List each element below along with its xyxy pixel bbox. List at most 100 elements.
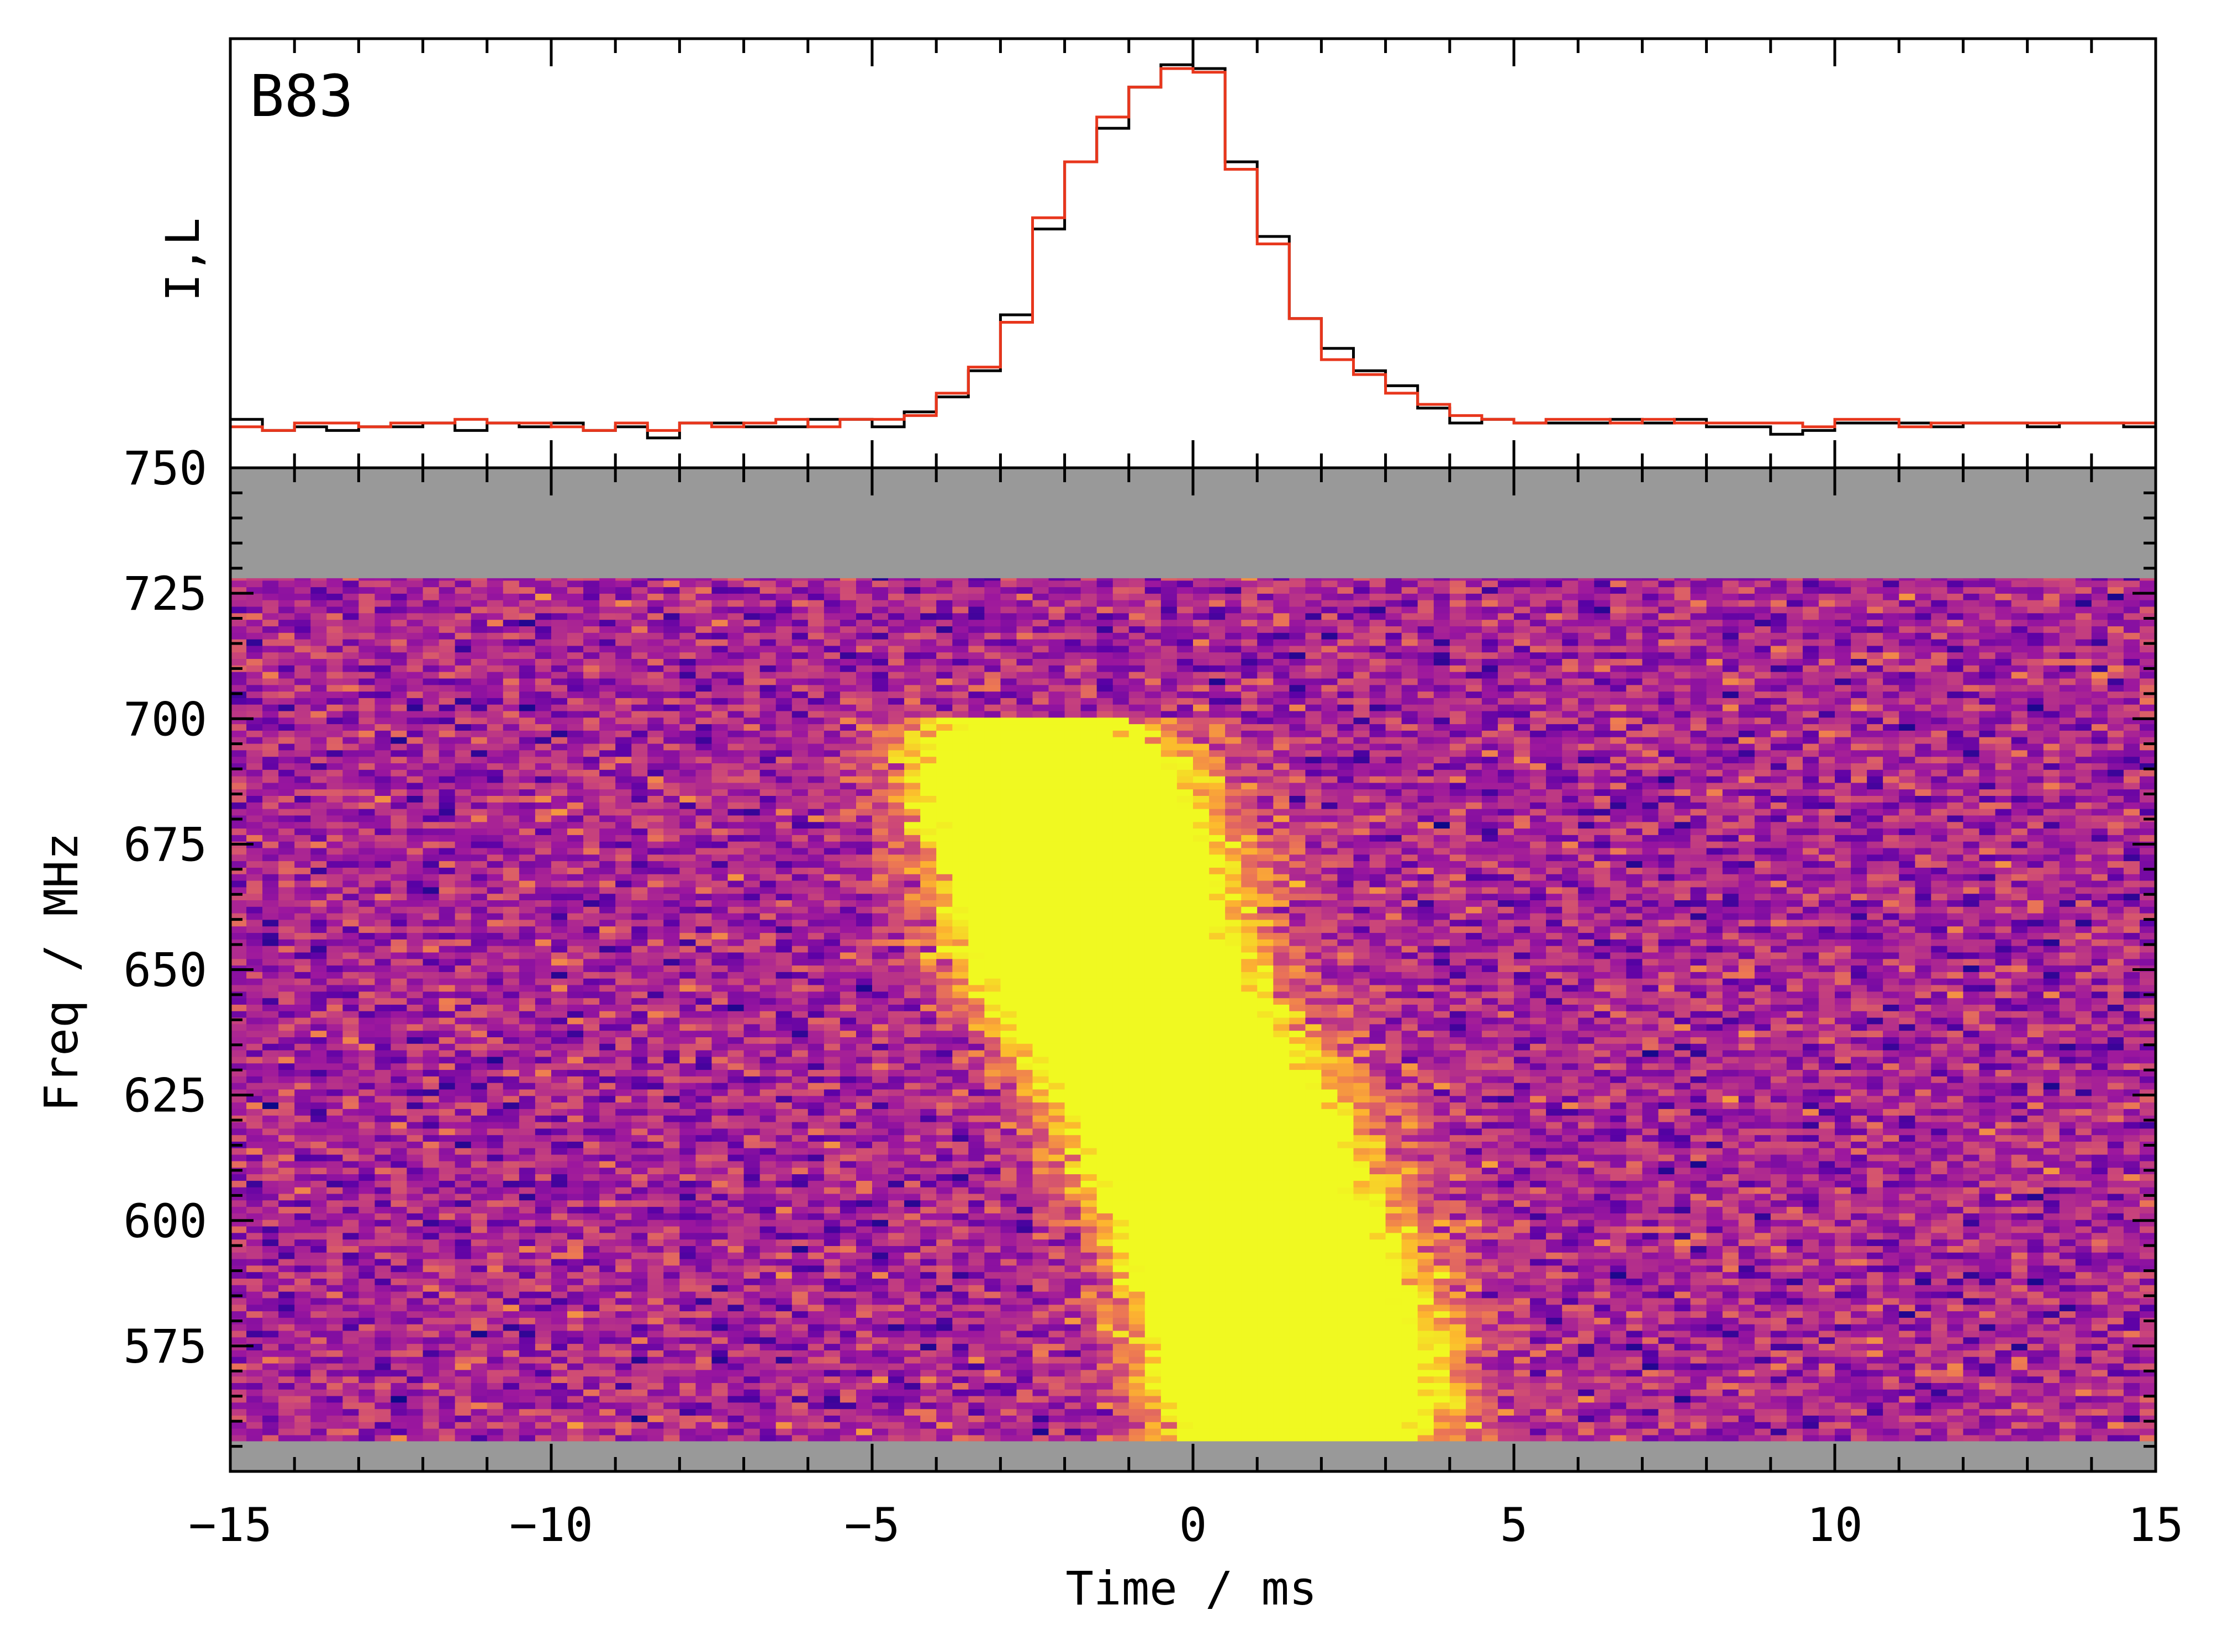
- heatmap-cell: [1867, 1369, 1883, 1377]
- heatmap-cell: [1481, 1317, 1498, 1324]
- heatmap-cell: [2091, 1337, 2108, 1344]
- heatmap-cell: [1048, 1252, 1065, 1259]
- heatmap-cell: [1979, 1239, 1996, 1246]
- heatmap-cell: [583, 1271, 600, 1279]
- heatmap-cell: [1289, 1271, 1306, 1279]
- heatmap-cell: [342, 1245, 360, 1253]
- heatmap-cell: [856, 1395, 873, 1403]
- heatmap-cell: [1449, 1239, 1466, 1246]
- heatmap-cell: [663, 1200, 680, 1207]
- heatmap-cell: [984, 1369, 1001, 1377]
- heatmap-cell: [840, 1317, 857, 1324]
- heatmap-cell: [262, 1311, 279, 1318]
- heatmap-cell: [1802, 1343, 1819, 1350]
- heatmap-cell: [1722, 1278, 1739, 1285]
- heatmap-cell: [230, 1422, 247, 1429]
- heatmap-cell: [1818, 1363, 1835, 1370]
- heatmap-cell: [1995, 1357, 2012, 1364]
- heatmap-cell: [1337, 1330, 1354, 1338]
- heatmap-cell: [1867, 1311, 1883, 1318]
- heatmap-cell: [1802, 1186, 1819, 1194]
- heatmap-cell: [1722, 1297, 1739, 1305]
- heatmap-cell: [647, 1304, 664, 1312]
- heatmap-cell: [1144, 1226, 1162, 1233]
- heatmap-cell: [1417, 1382, 1434, 1390]
- heatmap-cell: [567, 1258, 584, 1266]
- heatmap-cell: [1818, 1323, 1835, 1331]
- heatmap-cell: [326, 1239, 344, 1246]
- heatmap-cell: [1818, 1402, 1835, 1410]
- heatmap-cell: [503, 1265, 520, 1273]
- heatmap-cell: [567, 1265, 584, 1273]
- heatmap-cell: [1706, 1206, 1723, 1213]
- heatmap-cell: [920, 1186, 937, 1194]
- heatmap-cell: [1802, 1350, 1819, 1357]
- heatmap-cell: [503, 1428, 520, 1435]
- heatmap-cell: [1337, 1389, 1354, 1396]
- heatmap-cell: [2140, 1271, 2156, 1279]
- heatmap-cell: [1321, 1382, 1338, 1390]
- heatmap-cell: [2075, 1428, 2092, 1435]
- heatmap-cell: [1144, 1402, 1162, 1410]
- heatmap-cell: [968, 1193, 985, 1201]
- heatmap-cell: [711, 1323, 729, 1331]
- heatmap-cell: [230, 1180, 247, 1187]
- heatmap-cell: [503, 1415, 520, 1422]
- heatmap-cell: [326, 1265, 344, 1273]
- heatmap-cell: [1305, 1167, 1322, 1174]
- heatmap-cell: [647, 1219, 664, 1227]
- heatmap-cell: [439, 1232, 456, 1240]
- heatmap-cell: [230, 1311, 247, 1318]
- heatmap-cell: [2075, 1245, 2092, 1253]
- heatmap-cell: [695, 1389, 712, 1396]
- heatmap-cell: [294, 1232, 311, 1240]
- heatmap-cell: [1337, 1186, 1354, 1194]
- heatmap-cell: [968, 1297, 985, 1305]
- heatmap-cell: [695, 1323, 712, 1331]
- heatmap-cell: [1546, 1219, 1563, 1227]
- heatmap-cell: [1626, 1357, 1643, 1364]
- heatmap-cell: [423, 1415, 440, 1422]
- heatmap-cell: [631, 1239, 648, 1246]
- heatmap-cell: [743, 1337, 761, 1344]
- heatmap-cell: [615, 1330, 632, 1338]
- heatmap-cell: [1241, 1219, 1258, 1227]
- heatmap-cell: [1899, 1408, 1915, 1416]
- heatmap-cell: [1160, 1330, 1178, 1338]
- heatmap-cell: [615, 1206, 632, 1213]
- heatmap-cell: [1770, 1382, 1787, 1390]
- heatmap-cell: [1273, 1337, 1290, 1344]
- heatmap-cell: [872, 1186, 889, 1194]
- heatmap-cell: [1353, 1330, 1370, 1338]
- heatmap-cell: [952, 1343, 969, 1350]
- heatmap-cell: [374, 1337, 392, 1344]
- heatmap-cell: [1867, 1213, 1883, 1220]
- heatmap-cell: [2043, 1278, 2060, 1285]
- heatmap-cell: [984, 1337, 1001, 1344]
- heatmap-cell: [1594, 1323, 1611, 1331]
- heatmap-cell: [326, 1258, 344, 1266]
- heatmap-cell: [1481, 1213, 1498, 1220]
- heatmap-cell: [1594, 1291, 1611, 1299]
- heatmap-cell: [1257, 1428, 1274, 1435]
- heatmap-cell: [1835, 1291, 1851, 1299]
- heatmap-cell: [1578, 1174, 1595, 1181]
- heatmap-cell: [2027, 1285, 2044, 1292]
- heatmap-cell: [1433, 1337, 1450, 1344]
- heatmap-cell: [390, 1206, 408, 1213]
- heatmap-cell: [342, 1389, 360, 1396]
- heatmap-cell: [2107, 1265, 2124, 1273]
- heatmap-cell: [1144, 1206, 1162, 1213]
- heatmap-cell: [294, 1206, 311, 1213]
- heatmap-cell: [455, 1337, 472, 1344]
- heatmap-cell: [2059, 1428, 2076, 1435]
- heatmap-cell: [872, 1330, 889, 1338]
- heatmap-cell: [775, 1395, 793, 1403]
- heatmap-cell: [1947, 1186, 1964, 1194]
- heatmap-cell: [1514, 1350, 1530, 1357]
- heatmap-cell: [2011, 1219, 2028, 1227]
- heatmap-cell: [1481, 1395, 1498, 1403]
- heatmap-cell: [904, 1297, 921, 1305]
- heatmap-cell: [647, 1317, 664, 1324]
- heatmap-cell: [968, 1343, 985, 1350]
